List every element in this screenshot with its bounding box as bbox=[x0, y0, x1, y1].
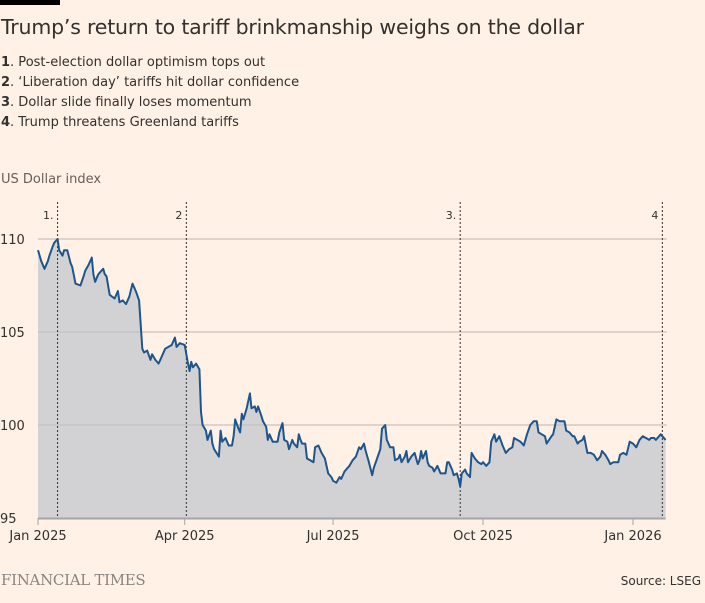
note-number: 3 bbox=[1, 95, 11, 110]
note-text: . ‘Liberation day’ tariffs hit dollar co… bbox=[10, 75, 300, 90]
note-text: . Post-election dollar optimism tops out bbox=[10, 55, 266, 70]
area-fill bbox=[38, 239, 666, 518]
y-axis-label: US Dollar index bbox=[1, 172, 102, 187]
y-tick-label: 95 bbox=[0, 512, 17, 527]
ft-logo: FINANCIAL TIMES bbox=[1, 571, 146, 589]
event-marker-label: 2 bbox=[175, 209, 182, 222]
series-line-us-dollar-index bbox=[37, 238, 667, 488]
note-number: 4 bbox=[1, 115, 11, 130]
note-number: 1 bbox=[1, 55, 11, 70]
note-2: 2. ‘Liberation day’ tariffs hit dollar c… bbox=[1, 73, 299, 93]
source-note: Source: LSEG bbox=[620, 574, 701, 588]
ft-brand-bar bbox=[0, 0, 60, 5]
y-tick-label: 110 bbox=[0, 233, 25, 248]
note-text: . Dollar slide finally loses momentum bbox=[10, 95, 252, 110]
note-3: 3. Dollar slide finally loses momentum bbox=[1, 93, 299, 113]
note-1: 1. Post-election dollar optimism tops ou… bbox=[1, 53, 299, 73]
x-tick-label: Jul 2025 bbox=[306, 529, 360, 544]
event-marker-label: 4 bbox=[651, 209, 658, 222]
x-tick-label: Jan 2026 bbox=[603, 529, 661, 544]
x-tick-label: Jan 2025 bbox=[8, 529, 66, 544]
chart-title: Trump’s return to tariff brinkmanship we… bbox=[1, 15, 584, 39]
annotation-notes: 1. Post-election dollar optimism tops ou… bbox=[1, 53, 299, 133]
note-number: 2 bbox=[1, 75, 11, 90]
note-4: 4. Trump threatens Greenland tariffs bbox=[1, 113, 299, 133]
event-marker-label: 1. bbox=[43, 209, 54, 222]
dollar-index-chart: 95 100 105 110 1. 2 3. 4 Jan 2025 Apr 2025 Jul 202… bbox=[0, 202, 667, 544]
y-tick-label: 105 bbox=[0, 326, 25, 341]
event-marker-label: 3. bbox=[446, 209, 457, 222]
x-tick-label: Apr 2025 bbox=[155, 529, 215, 544]
y-tick-label: 100 bbox=[0, 419, 25, 434]
x-tick-label: Oct 2025 bbox=[453, 529, 513, 544]
note-text: . Trump threatens Greenland tariffs bbox=[10, 115, 239, 130]
